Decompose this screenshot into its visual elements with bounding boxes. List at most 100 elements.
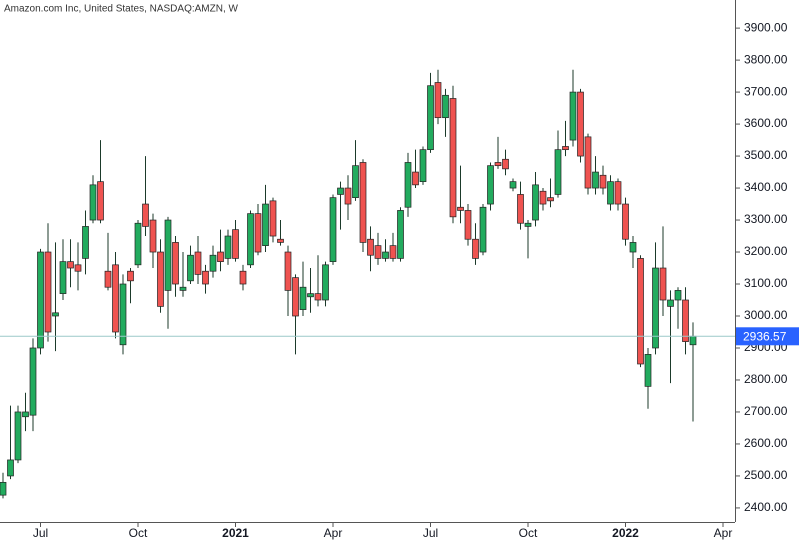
candle-body [127,270,134,282]
x-tick-label: 2021 [222,526,249,540]
candle-body [209,254,217,272]
candle-body [22,411,29,418]
candle-body [329,197,337,262]
y-tick-label: 2800.00 [744,372,788,386]
candle-body [449,98,457,218]
candle-body [674,290,682,301]
chart-title: Amazon.com Inc, United States, NASDAQ:AM… [4,4,239,15]
candle-body [292,277,299,317]
candle-body [359,162,367,243]
candle-body [607,181,614,205]
candle-body [344,187,352,205]
candle-body [584,136,592,189]
candle-body [74,264,82,272]
candle-body [97,181,104,221]
candle-body [622,203,629,240]
candle-body [682,299,689,342]
candle-body [397,210,404,259]
candle-body [472,238,479,259]
candle-body [442,94,449,119]
x-tick-label: Oct [129,526,148,540]
candle-body [142,203,149,227]
candle-body [524,222,532,227]
candle-body [269,200,277,237]
y-tick-label: 3100.00 [744,276,788,290]
candle-body [352,165,359,198]
candle-body [194,251,202,275]
candle-body [262,203,269,246]
candle-body [599,174,607,189]
candle-body [149,219,157,253]
candle-body [119,283,127,346]
candle-body [14,411,22,461]
candle-body [502,158,509,170]
y-tick-label: 2600.00 [744,436,788,450]
candle-body [307,293,314,298]
y-tick-label: 3800.00 [744,52,788,66]
candle-body [667,299,674,307]
y-tick-label: 3500.00 [744,148,788,162]
candle-body [0,481,7,496]
y-tick-label: 3400.00 [744,180,788,194]
candle-body [232,229,239,259]
x-tick-label: Apr [324,526,343,540]
candle-body [277,238,284,243]
candle-body [464,210,472,240]
candle-body [52,312,59,317]
candle-body [517,194,524,224]
candle-body [382,251,389,259]
candle-body [202,270,209,285]
candle-body [689,335,697,346]
y-tick-label: 3900.00 [744,20,788,34]
candle-body [629,242,637,253]
x-tick-label: Oct [519,526,538,540]
candle-body [187,254,194,282]
candle-body [254,213,262,253]
candle-body [172,242,179,285]
x-tick-label: Jul [33,526,48,540]
candle-body [239,270,247,285]
y-tick-label: 3600.00 [744,116,788,130]
candle-body [554,149,562,195]
candle-body [532,184,539,221]
candle-body [134,222,142,266]
candle-body [7,459,14,477]
candle-body [494,162,502,167]
candle-body [509,181,517,189]
candle-body [337,187,344,195]
candle-body [539,190,547,205]
candle-body [569,91,577,141]
candle-body [104,270,112,288]
candle-body [322,264,329,301]
candle-body [479,206,487,253]
candle-body [314,293,322,301]
candle-body [389,245,397,259]
candle-body [29,347,37,416]
y-tick-label: 3200.00 [744,244,788,258]
last-price-box [736,327,799,346]
y-tick-label: 2500.00 [744,468,788,482]
y-tick-label: 2700.00 [744,404,788,418]
candle-body [37,251,44,349]
candle-body [179,286,187,291]
y-tick-label: 3000.00 [744,308,788,322]
candle-body [247,213,254,266]
candle-body [59,261,67,294]
candle-body [487,165,494,205]
candle-body [164,219,172,291]
x-tick-label: Jul [423,526,438,540]
candle-body [592,171,599,189]
y-tick-label: 3700.00 [744,84,788,98]
candle-body [89,184,97,221]
candle-body [457,206,464,211]
y-tick-label: 2400.00 [744,500,788,514]
last-price-label: 2936.57 [743,329,787,343]
candle-body [659,267,667,301]
candle-body [562,146,569,151]
candle-body [614,181,622,205]
candle-body [652,267,659,349]
candle-body [44,251,52,333]
x-tick-label: Apr [714,526,733,540]
